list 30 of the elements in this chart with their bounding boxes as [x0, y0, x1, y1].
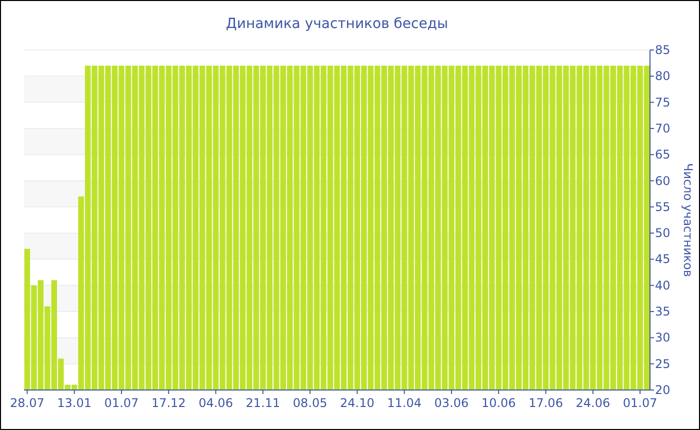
chart-title: Динамика участников беседы	[226, 16, 448, 32]
x-tick-label: 01.07	[104, 396, 139, 410]
y-tick-label: 30	[655, 330, 670, 345]
x-tick-label: 01.07	[622, 396, 658, 410]
x-tick-label: 24.06	[576, 396, 610, 410]
x-tick-label: 17.12	[151, 396, 186, 410]
y-tick-label: 60	[655, 174, 670, 188]
x-tick-label: 04.06	[198, 396, 233, 410]
y-axis-title: Число участников	[681, 163, 695, 277]
y-tick-label: 20	[655, 383, 670, 397]
y-tick-label: 85	[655, 43, 670, 57]
x-tick-label: 03.06	[434, 396, 469, 410]
y-tick-label: 25	[655, 356, 670, 371]
x-tick-label: 28.07	[10, 396, 44, 410]
y-tick-label: 70	[655, 121, 670, 136]
x-tick-label: 17.06	[528, 396, 563, 410]
y-tick-label: 45	[655, 252, 670, 266]
x-tick-label: 11.04	[387, 396, 422, 410]
y-tick-label: 40	[655, 278, 670, 292]
y-tick-label: 50	[655, 226, 670, 240]
x-tick-label: 13.01	[57, 396, 92, 410]
y-tick-label: 35	[655, 304, 670, 319]
x-tick-label: 24.10	[340, 396, 374, 410]
y-tick-label: 75	[655, 95, 670, 110]
y-tick-label: 65	[655, 148, 670, 162]
y-tick-label: 55	[655, 200, 670, 214]
x-tick-label: 10.06	[481, 396, 516, 410]
x-tick-label: 21.11	[246, 396, 280, 410]
x-tick-label: 08.05	[292, 396, 328, 410]
y-tick-label: 80	[655, 69, 670, 84]
